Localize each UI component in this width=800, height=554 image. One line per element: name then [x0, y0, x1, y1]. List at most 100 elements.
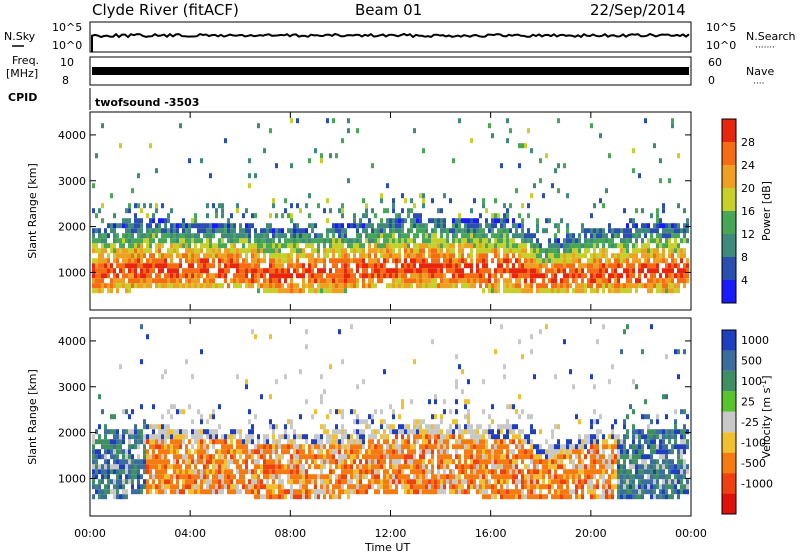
- data-cell: [206, 263, 209, 269]
- data-cell: [494, 434, 497, 440]
- data-cell: [671, 253, 674, 259]
- data-cell: [344, 253, 347, 259]
- data-cell: [206, 203, 209, 209]
- data-cell: [419, 489, 422, 495]
- data-cell: [557, 424, 560, 430]
- data-cell: [599, 469, 602, 475]
- data-cell: [170, 228, 173, 234]
- data-cell: [338, 449, 341, 455]
- data-cell: [164, 489, 167, 495]
- data-cell: [395, 263, 398, 269]
- data-cell: [473, 238, 476, 244]
- data-cell: [656, 434, 659, 440]
- data-cell: [389, 283, 392, 289]
- data-cell: [467, 464, 470, 470]
- data-cell: [167, 459, 170, 465]
- data-cell: [329, 278, 332, 284]
- data-cell: [596, 278, 599, 284]
- data-cell: [263, 268, 266, 274]
- data-cell: [227, 218, 230, 224]
- data-cell: [407, 489, 410, 495]
- data-cell: [473, 469, 476, 475]
- data-cell: [521, 288, 524, 294]
- data-cell: [275, 263, 278, 269]
- data-cell: [401, 218, 404, 224]
- data-cell: [308, 489, 311, 495]
- data-cell: [206, 253, 209, 259]
- data-cell: [335, 474, 338, 480]
- data-cell: [377, 479, 380, 485]
- data-cell: [653, 444, 656, 450]
- data-cell: [431, 484, 434, 490]
- data-cell: [389, 243, 392, 249]
- data-cell: [161, 484, 164, 490]
- data-cell: [461, 273, 464, 279]
- data-cell: [530, 484, 533, 490]
- data-cell: [647, 479, 650, 485]
- data-cell: [590, 238, 593, 244]
- data-cell: [665, 228, 668, 234]
- data-cell: [308, 444, 311, 450]
- data-cell: [275, 469, 278, 475]
- data-cell: [437, 253, 440, 259]
- data-cell: [647, 454, 650, 460]
- data-cell: [272, 494, 275, 500]
- data-cell: [344, 479, 347, 485]
- data-cell: [644, 258, 647, 264]
- data-cell: [209, 278, 212, 284]
- data-cell: [338, 464, 341, 470]
- data-cell: [650, 484, 653, 490]
- data-cell: [149, 273, 152, 279]
- data-cell: [581, 243, 584, 249]
- data-cell: [215, 273, 218, 279]
- data-cell: [602, 474, 605, 480]
- data-cell: [167, 213, 170, 219]
- data-cell: [593, 469, 596, 475]
- data-cell: [395, 444, 398, 450]
- time-axis-label: Time UT: [364, 541, 410, 554]
- data-cell: [368, 464, 371, 470]
- data-cell: [590, 444, 593, 450]
- data-cell: [284, 278, 287, 284]
- data-cell: [359, 223, 362, 229]
- data-cell: [257, 258, 260, 264]
- data-cell: [200, 414, 203, 420]
- data-cell: [140, 238, 143, 244]
- data-cell: [527, 449, 530, 455]
- time-tick-3: 12:00: [375, 527, 407, 540]
- data-cell: [116, 278, 119, 284]
- data-cell: [413, 128, 416, 134]
- data-cell: [128, 414, 131, 420]
- data-cell: [113, 489, 116, 495]
- data-cell: [170, 223, 173, 229]
- data-cell: [497, 248, 500, 254]
- data-cell: [206, 429, 209, 435]
- data-cell: [578, 454, 581, 460]
- data-cell: [125, 288, 128, 294]
- data-cell: [524, 449, 527, 455]
- data-cell: [95, 288, 98, 294]
- data-cell: [338, 429, 341, 435]
- data-cell: [305, 399, 308, 405]
- data-cell: [398, 213, 401, 219]
- data-cell: [611, 273, 614, 279]
- data-cell: [491, 494, 494, 500]
- data-cell: [599, 233, 602, 239]
- data-cell: [347, 258, 350, 264]
- data-cell: [161, 414, 164, 420]
- data-cell: [536, 228, 539, 234]
- data-cell: [530, 494, 533, 500]
- data-cell: [308, 288, 311, 294]
- data-cell: [191, 459, 194, 465]
- data-cell: [491, 459, 494, 465]
- data-cell: [356, 444, 359, 450]
- data-cell: [683, 489, 686, 495]
- data-cell: [398, 454, 401, 460]
- data-cell: [365, 419, 368, 425]
- data-cell: [680, 459, 683, 465]
- data-cell: [518, 489, 521, 495]
- data-cell: [683, 424, 686, 430]
- data-cell: [539, 248, 542, 254]
- data-cell: [578, 248, 581, 254]
- data-cell: [437, 424, 440, 430]
